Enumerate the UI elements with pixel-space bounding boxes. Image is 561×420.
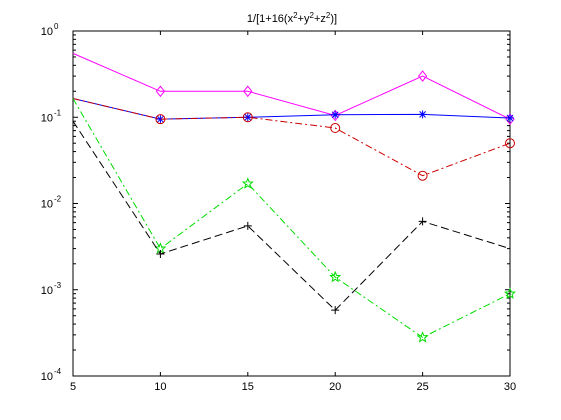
title-part: +y	[298, 13, 310, 25]
series-line	[72, 98, 511, 339]
data-point	[506, 114, 514, 123]
data-point	[155, 114, 166, 125]
x-tick-label: 5	[70, 381, 76, 393]
series-line	[72, 98, 511, 177]
y-tick-label: 10	[41, 199, 53, 211]
y-tick-exponent: 0	[54, 22, 59, 31]
data-point	[241, 177, 254, 189]
series-5	[72, 120, 511, 315]
y-tick-label: 10	[41, 112, 53, 124]
data-point	[156, 115, 165, 124]
title-part: +z	[314, 13, 326, 25]
title-part: 1/[1+16(x	[247, 13, 294, 25]
data-point	[155, 85, 166, 98]
series-line	[72, 98, 511, 120]
x-tick-label: 10	[154, 381, 166, 393]
data-point	[329, 270, 342, 283]
data-point	[156, 249, 165, 258]
data-point	[330, 109, 340, 122]
data-point	[418, 110, 427, 119]
title-part: )]	[330, 13, 337, 25]
x-tick-label: 25	[416, 381, 428, 393]
series-4	[72, 98, 517, 343]
x-tick-label: 20	[329, 381, 341, 393]
data-point	[418, 217, 427, 226]
y-tick-exponent: -3	[54, 281, 62, 290]
y-tick-exponent: -4	[54, 367, 62, 376]
y-tick-label: 10	[41, 26, 53, 38]
series-layer	[72, 52, 517, 343]
data-point	[243, 85, 253, 98]
data-point	[331, 110, 340, 119]
series-line	[72, 52, 511, 120]
title-part: 2	[293, 11, 298, 20]
plot-area	[72, 30, 511, 377]
data-point	[417, 170, 428, 181]
x-tick-label: 15	[242, 381, 254, 393]
x-tick-label: 30	[504, 381, 516, 393]
data-point	[331, 306, 340, 315]
title-part: 2	[326, 11, 331, 20]
data-point	[417, 70, 428, 82]
chart-title: 1/[1+16(x2+y2+z2)]	[247, 11, 337, 26]
y-tick-exponent: -1	[54, 108, 62, 117]
data-point	[505, 138, 515, 149]
data-point	[330, 123, 341, 134]
series-3	[72, 98, 515, 181]
y-tick-label: 10	[41, 371, 53, 383]
series-line	[72, 120, 511, 311]
data-point	[243, 221, 252, 230]
data-point	[243, 113, 252, 122]
y-tick-label: 10	[41, 285, 53, 297]
title-part: 2	[309, 11, 314, 20]
data-point	[503, 287, 517, 299]
y-tick-exponent: -2	[54, 195, 62, 204]
series-1	[72, 52, 515, 125]
data-point	[416, 331, 429, 343]
data-point	[242, 112, 253, 123]
series-2	[72, 98, 514, 124]
